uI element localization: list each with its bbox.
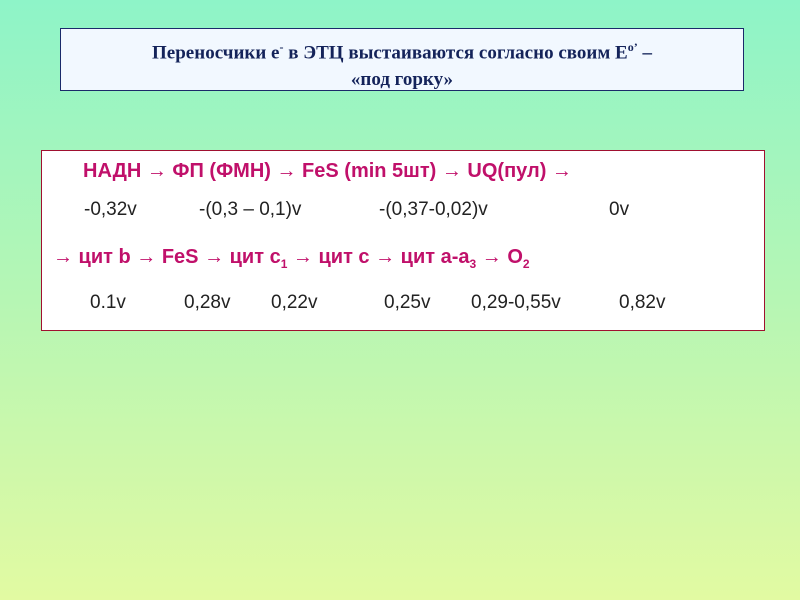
potential: 0,22v (271, 292, 318, 313)
title-sup: o’ (627, 40, 638, 54)
chain-text: → O (476, 246, 523, 268)
title-text: в ЭТЦ выстаиваются согласно своим Е (283, 42, 628, 64)
chain-text: → цит b → FeS → цит c (53, 246, 281, 268)
title-text: Переносчики е (152, 42, 280, 64)
chain-sub: 3 (469, 257, 477, 271)
potential: -(0,3 – 0,1)v (199, 199, 302, 220)
potential: 0,25v (384, 292, 431, 313)
chain-box: НАДН → ФП (ФМН) → FeS (min 5шт) → UQ(пул… (41, 150, 765, 331)
chain-text: → цит c → цит a-a (287, 246, 470, 268)
potential: 0,82v (619, 292, 666, 313)
potential: 0.1v (90, 292, 126, 313)
potential: 0,28v (184, 292, 231, 313)
chain-row: НАДН → ФП (ФМН) → FeS (min 5шт) → UQ(пул… (83, 160, 572, 182)
potential: -(0,37-0,02)v (379, 199, 488, 220)
chain-sub: 1 (280, 257, 288, 271)
title-line: Переносчики е- в ЭТЦ выстаиваются соглас… (61, 34, 743, 66)
title-line: «под горку» (350, 69, 454, 91)
title-box: Переносчики е- в ЭТЦ выстаиваются соглас… (60, 28, 744, 91)
potential: 0,29-0,55v (471, 292, 561, 313)
chain-sub: 2 (522, 257, 530, 271)
potential: 0v (609, 199, 630, 220)
title-sup: - (279, 40, 284, 54)
potential: -0,32v (84, 199, 137, 220)
chain-row: → цит b → FeS → цит c1 → цит c → цит a-a… (53, 246, 530, 271)
title-text: – (637, 42, 652, 64)
